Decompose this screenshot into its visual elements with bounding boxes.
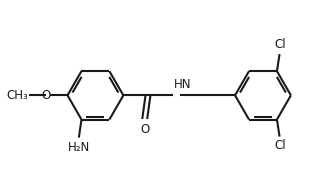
Text: HN: HN [174,78,191,91]
Text: O: O [140,123,149,136]
Text: Cl: Cl [275,139,286,152]
Text: CH₃: CH₃ [6,89,28,102]
Text: H₂N: H₂N [68,141,90,154]
Text: O: O [41,89,50,102]
Text: methoxy: methoxy [26,74,69,84]
Text: Cl: Cl [275,38,286,51]
